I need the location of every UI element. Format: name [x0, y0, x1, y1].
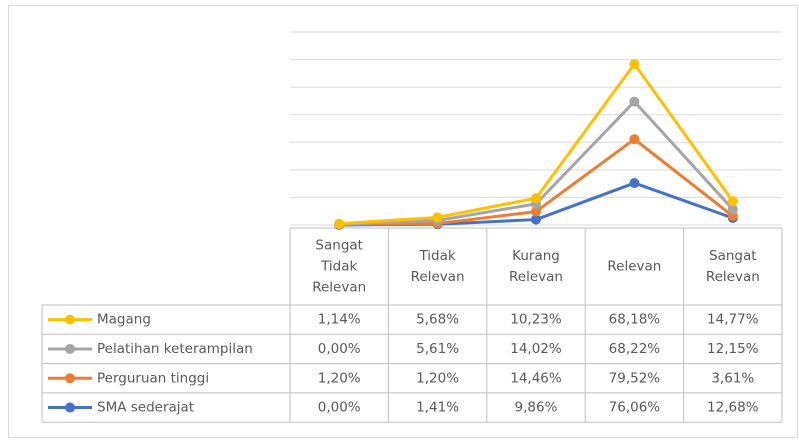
table-value: 1,20%: [318, 370, 361, 386]
marker: [334, 218, 345, 229]
marker: [629, 58, 640, 69]
table-value: 14,02%: [510, 341, 562, 357]
legend-key-marker: [65, 314, 75, 325]
table-value: 68,22%: [609, 341, 661, 357]
table-value: 76,06%: [609, 400, 661, 416]
table-value: 14,77%: [707, 312, 759, 328]
legend-label: SMA sederajat: [97, 400, 194, 416]
marker: [629, 178, 640, 189]
table-value: 1,41%: [416, 400, 459, 416]
legend-label: Perguruan tinggi: [97, 370, 209, 386]
legend-key-marker: [65, 402, 75, 413]
marker: [531, 193, 541, 204]
table-value: 14,46%: [510, 370, 562, 386]
marker: [727, 204, 738, 215]
table-value: 9,86%: [515, 400, 558, 416]
table-value: 0,00%: [318, 341, 361, 357]
table-value: 10,23%: [510, 312, 562, 328]
table-value: 1,20%: [416, 370, 459, 386]
table-value: 1,14%: [318, 312, 361, 328]
legend-key-marker: [65, 373, 75, 384]
table-value: 3,61%: [711, 370, 754, 386]
legend-label: Magang: [97, 312, 151, 328]
table-value: 5,68%: [416, 312, 459, 328]
category-label: Kurang Relevan: [509, 248, 563, 285]
marker: [432, 212, 443, 223]
marker: [727, 196, 738, 207]
legend-label: Pelatihan keterampilan: [97, 341, 253, 357]
category-label: Relevan: [607, 259, 661, 275]
marker: [629, 96, 640, 107]
table-value: 5,61%: [416, 341, 459, 357]
table-value: 68,18%: [609, 312, 661, 328]
table-value: 0,00%: [318, 400, 361, 416]
category-label: Sangat Tidak Relevan: [312, 238, 366, 296]
category-label: Sangat Relevan: [706, 248, 760, 285]
marker: [531, 214, 541, 225]
table-value: 79,52%: [609, 370, 661, 386]
table-value: 12,15%: [707, 341, 759, 357]
table-value: 12,68%: [707, 400, 759, 416]
marker: [531, 206, 541, 217]
category-label: Tidak Relevan: [411, 248, 465, 285]
marker: [629, 134, 640, 145]
legend-key-marker: [65, 343, 75, 354]
